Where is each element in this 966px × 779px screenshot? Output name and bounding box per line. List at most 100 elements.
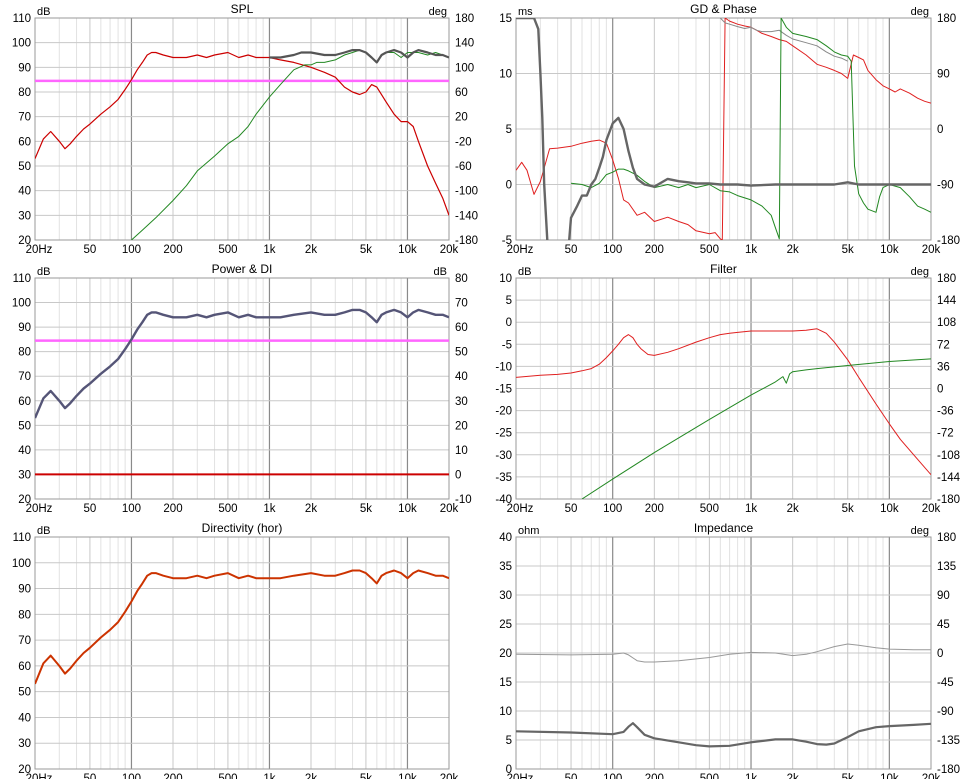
x-tick-label: 50 [565,503,578,515]
y2-tick-label: 40 [455,371,468,383]
x-tick-label: 1k [745,244,757,256]
y-tick-label: 110 [13,273,31,285]
y2-tick-label: 10 [455,445,468,457]
y2-tick-label: 140 [455,38,474,50]
y-tick-label: -35 [495,472,512,484]
chart-directivity: Directivity (hor) dB 20Hz 50 100 200 500 1k 2k 5k… [12,521,459,779]
y2-tick-label: 60 [455,87,468,99]
y2-tick-label: 100 [455,62,474,74]
y2-tick-label: -36 [937,406,954,418]
x-tick-label: 200 [645,773,664,779]
left-axis-unit: dB [518,266,531,278]
x-tick-label: 20Hz [507,244,534,256]
x-tick-label: 20k [922,773,941,779]
series-line-1 [516,722,931,748]
plot-lines [35,308,449,476]
y2-tick-label: 30 [455,396,468,408]
y2-tick-label: -60 [455,161,472,173]
x-tick-label: 100 [603,244,622,256]
y-tick-label: 0 [506,180,512,192]
y-tick-label: 10 [499,273,512,285]
x-tick-label: 50 [84,244,97,256]
y-tick-label: 15 [499,13,512,25]
x-tick-label: 20k [440,244,459,256]
y-tick-label: -20 [495,406,512,418]
x-tick-label: 200 [645,244,664,256]
series-line-3 [516,18,931,240]
x-tick-label: 10k [398,503,417,515]
y-tick-label: 80 [18,347,31,359]
y-tick-label: 50 [18,687,31,699]
y-tick-label: 25 [499,619,512,631]
x-tick-label: 500 [218,503,237,515]
plot-lines [35,569,449,685]
y2-tick-label: 70 [455,298,468,310]
y2-tick-label: 50 [455,347,468,359]
x-tick-label: 200 [645,503,664,515]
x-tick-label: 10k [880,244,899,256]
y-tick-label: 20 [18,764,31,776]
series-line-0 [516,328,931,476]
plot-border [515,17,932,241]
y-tick-label: 100 [12,558,31,570]
plot-border [34,536,450,770]
y2-tick-label: 0 [455,469,461,481]
x-tick-label: 20Hz [26,244,53,256]
y-tick-label: 15 [499,677,512,689]
x-tick-label: 100 [122,503,141,515]
y2-tick-label: 0 [937,124,943,136]
y-tick-label: -10 [495,361,512,373]
y-tick-label: 5 [506,124,512,136]
y-tick-label: 20 [18,494,31,506]
x-tick-label: 5k [360,244,372,256]
x-tick-label: 1k [745,773,757,779]
x-tick-label: 5k [842,503,854,515]
y-tick-label: -5 [502,339,512,351]
y-tick-label: 20 [499,648,512,660]
x-tick-label: 10k [880,773,899,779]
plot-border [515,536,932,770]
x-tick-label: 500 [700,503,719,515]
y2-tick-label: 135 [937,561,956,573]
y-tick-label: 10 [499,706,512,718]
y-tick-label: -30 [495,450,512,462]
x-tick-label: 50 [84,503,97,515]
x-tick-label: 20Hz [26,503,53,515]
y-tick-label: 70 [18,371,31,383]
y-tick-label: -40 [495,494,512,506]
chart-title: GD & Phase [690,2,757,16]
y-tick-label: 90 [18,584,31,596]
series-line-0 [516,18,931,240]
x-tick-label: 2k [305,503,317,515]
plot-area [35,537,449,769]
y-tick-label: 70 [18,635,31,647]
y2-tick-label: 90 [937,69,950,81]
chart-spl: SPL dB deg 20Hz 50 100 200 500 1k 2k 5k 10k 20k 20 30 4… [12,2,478,256]
y2-tick-label: -10 [455,494,472,506]
x-tick-label: 10k [880,503,899,515]
y2-tick-label: -90 [937,180,954,192]
left-axis-unit: ms [518,6,533,18]
right-axis-unit: deg [429,6,447,18]
chart-title: Power & DI [212,262,273,276]
y2-tick-label: 0 [937,384,943,396]
x-tick-label: 5k [360,773,372,779]
y-tick-label: 50 [18,161,31,173]
y-tick-label: 5 [506,295,512,307]
x-tick-label: 100 [603,503,622,515]
y2-tick-label: 180 [937,13,956,25]
y2-tick-label: 60 [455,322,468,334]
x-tick-label: 2k [787,244,799,256]
x-tick-label: 10k [398,244,417,256]
y2-tick-label: -180 [455,235,478,247]
y2-tick-label: -140 [455,210,478,222]
y-tick-label: 100 [12,298,31,310]
y-tick-label: 50 [18,420,31,432]
y-tick-label: 0 [506,764,512,776]
y-tick-label: -25 [495,428,512,440]
y2-tick-label: 108 [937,317,956,329]
y2-tick-label: 45 [937,619,950,631]
x-tick-label: 5k [842,244,854,256]
